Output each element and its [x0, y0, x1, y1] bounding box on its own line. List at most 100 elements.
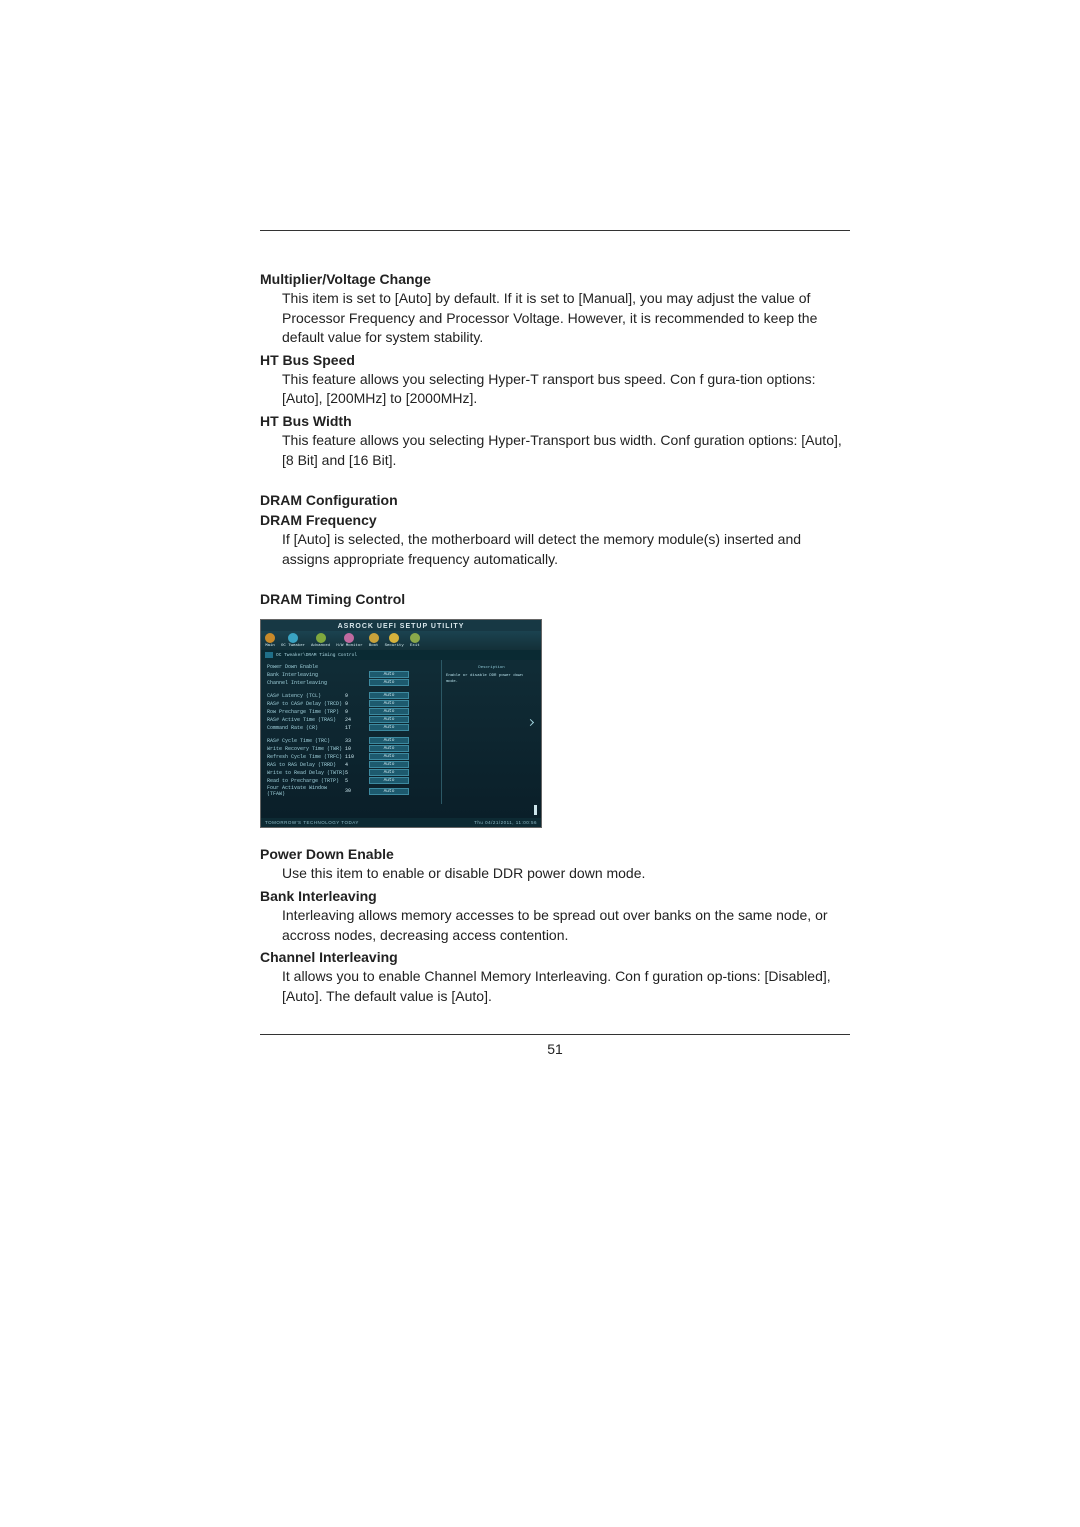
tab-label: Security: [385, 644, 404, 648]
setting-current: 33: [345, 738, 369, 744]
setting-current: 24: [345, 717, 369, 723]
setting-label: Write Recovery Time (TWR): [267, 746, 345, 752]
setting-label: RAS# to CAS# Delay (TRCD): [267, 701, 345, 707]
bios-footer-left: TOMORROW'S TECHNOLOGY TODAY: [265, 820, 359, 825]
tab-icon: [410, 633, 420, 643]
heading-htwidth: HT Bus Width: [260, 413, 850, 429]
heading-dramconf: DRAM Configuration: [260, 492, 850, 508]
setting-value[interactable]: Auto: [369, 769, 409, 776]
tab-label: Main: [265, 644, 275, 648]
setting-current: 4: [345, 762, 369, 768]
bios-setting-row[interactable]: Power Down Enable: [267, 664, 437, 670]
bios-desc-header: Description: [446, 666, 537, 670]
setting-label: RAS to RAS Delay (TRRD): [267, 762, 345, 768]
bios-setting-row[interactable]: Channel Interleaving Auto: [267, 679, 437, 686]
bottom-rule: [260, 1034, 850, 1035]
chevron-right-icon: [527, 719, 534, 726]
bios-tab[interactable]: Exit: [410, 633, 420, 648]
bios-setting-row[interactable]: Refresh Cycle Time (TRFC)110Auto: [267, 753, 437, 760]
heading-multiplier: Multiplier/Voltage Change: [260, 271, 850, 287]
heading-bankint: Bank Interleaving: [260, 888, 850, 904]
bios-setting-row[interactable]: Write Recovery Time (TWR)10Auto: [267, 745, 437, 752]
setting-label: Read to Precharge (TRTP): [267, 778, 345, 784]
tab-icon: [316, 633, 326, 643]
setting-label: Command Rate (CR): [267, 725, 345, 731]
setting-label: Row Precharge Time (TRP): [267, 709, 345, 715]
heading-chanint: Channel Interleaving: [260, 949, 850, 965]
setting-value[interactable]: Auto: [369, 708, 409, 715]
tab-label: H/W Monitor: [336, 644, 362, 648]
tab-icon: [344, 633, 354, 643]
tab-icon: [288, 633, 298, 643]
bios-setting-row[interactable]: RAS to RAS Delay (TRRD)4Auto: [267, 761, 437, 768]
back-icon[interactable]: [265, 652, 273, 658]
setting-value[interactable]: Auto: [369, 788, 409, 795]
tab-label: Advanced: [311, 644, 330, 648]
bios-tab[interactable]: Main: [265, 633, 275, 648]
bios-tab[interactable]: Boot: [369, 633, 379, 648]
setting-value[interactable]: Auto: [369, 700, 409, 707]
breadcrumb-text: OC Tweaker\DRAM Timing Control: [276, 653, 357, 658]
setting-value[interactable]: Auto: [369, 777, 409, 784]
page-number: 51: [260, 1041, 850, 1057]
bios-setting-row[interactable]: RAS# Active Time (TRAS)24Auto: [267, 716, 437, 723]
setting-current: 30: [345, 788, 369, 794]
bios-desc-text: Enable or disable DDR power down mode.: [446, 674, 537, 684]
bios-tabs: Main OC Tweaker Advanced H/W Monitor Boot Sec…: [261, 631, 541, 650]
bios-description-panel: Description Enable or disable DDR power …: [441, 660, 541, 804]
setting-label: Refresh Cycle Time (TRFC): [267, 754, 345, 760]
bios-screenshot: ASROCK UEFI SETUP UTILITY Main OC Tweaker…: [260, 619, 542, 828]
bios-setting-row[interactable]: Read to Precharge (TRTP)5Auto: [267, 777, 437, 784]
tab-icon: [265, 633, 275, 643]
bios-tab[interactable]: H/W Monitor: [336, 633, 362, 648]
bios-setting-row[interactable]: Write to Read Delay (TWTR)5Auto: [267, 769, 437, 776]
bios-setting-row[interactable]: Four Activate Window (TFAW)30Auto: [267, 785, 437, 797]
setting-current: 9: [345, 709, 369, 715]
body-htspeed: This feature allows you selecting Hyper-…: [282, 370, 850, 409]
body-htwidth: This feature allows you selecting Hyper-…: [282, 431, 850, 470]
bios-tab[interactable]: OC Tweaker: [281, 633, 305, 648]
setting-value[interactable]: Auto: [369, 745, 409, 752]
setting-value[interactable]: Auto: [369, 761, 409, 768]
bios-breadcrumb: OC Tweaker\DRAM Timing Control: [261, 650, 541, 660]
setting-value[interactable]: Auto: [369, 716, 409, 723]
setting-value[interactable]: Auto: [369, 724, 409, 731]
body-dramfreq: If [Auto] is selected, the motherboard w…: [282, 530, 850, 569]
body-chanint: It allows you to enable Channel Memory I…: [282, 967, 850, 1006]
setting-value[interactable]: Auto: [369, 692, 409, 699]
setting-label: Four Activate Window (TFAW): [267, 785, 345, 797]
body-powerdown: Use this item to enable or disable DDR p…: [282, 864, 850, 884]
setting-current: 110: [345, 754, 369, 760]
bios-tab[interactable]: Advanced: [311, 633, 330, 648]
setting-label: RAS# Cycle Time (TRC): [267, 738, 345, 744]
setting-value[interactable]: Auto: [369, 671, 409, 678]
setting-label: Channel Interleaving: [267, 680, 345, 686]
tab-icon: [369, 633, 379, 643]
bios-setting-row[interactable]: CAS# Latency (TCL)9Auto: [267, 692, 437, 699]
setting-current: 10: [345, 746, 369, 752]
top-rule: [260, 230, 850, 231]
bios-settings-list: Power Down EnableBank InterleavingAutoCh…: [261, 660, 441, 804]
bios-setting-row[interactable]: Command Rate (CR)1TAuto: [267, 724, 437, 731]
tab-icon: [389, 633, 399, 643]
setting-value[interactable]: Auto: [369, 753, 409, 760]
heading-dramfreq: DRAM Frequency: [260, 512, 850, 528]
setting-value[interactable]: Auto: [369, 679, 409, 686]
bios-tab[interactable]: Security: [385, 633, 404, 648]
setting-value[interactable]: Auto: [369, 737, 409, 744]
heading-htspeed: HT Bus Speed: [260, 352, 850, 368]
bios-setting-row[interactable]: RAS# Cycle Time (TRC)33Auto: [267, 737, 437, 744]
bios-footer-right: Thu 04/21/2011, 11:00:56: [474, 820, 537, 825]
bios-setting-row[interactable]: Row Precharge Time (TRP)9Auto: [267, 708, 437, 715]
heading-dramtiming: DRAM Timing Control: [260, 591, 850, 607]
bios-title: ASROCK UEFI SETUP UTILITY: [261, 620, 541, 631]
setting-current: 5: [345, 770, 369, 776]
bios-setting-row[interactable]: RAS# to CAS# Delay (TRCD)9Auto: [267, 700, 437, 707]
setting-label: RAS# Active Time (TRAS): [267, 717, 345, 723]
setting-current: 5: [345, 778, 369, 784]
scrollbar-thumb-icon[interactable]: [534, 805, 537, 815]
bios-setting-row[interactable]: Bank InterleavingAuto: [267, 671, 437, 678]
body-multiplier: This item is set to [Auto] by default. I…: [282, 289, 850, 348]
tab-label: Boot: [369, 644, 379, 648]
setting-current: 9: [345, 693, 369, 699]
